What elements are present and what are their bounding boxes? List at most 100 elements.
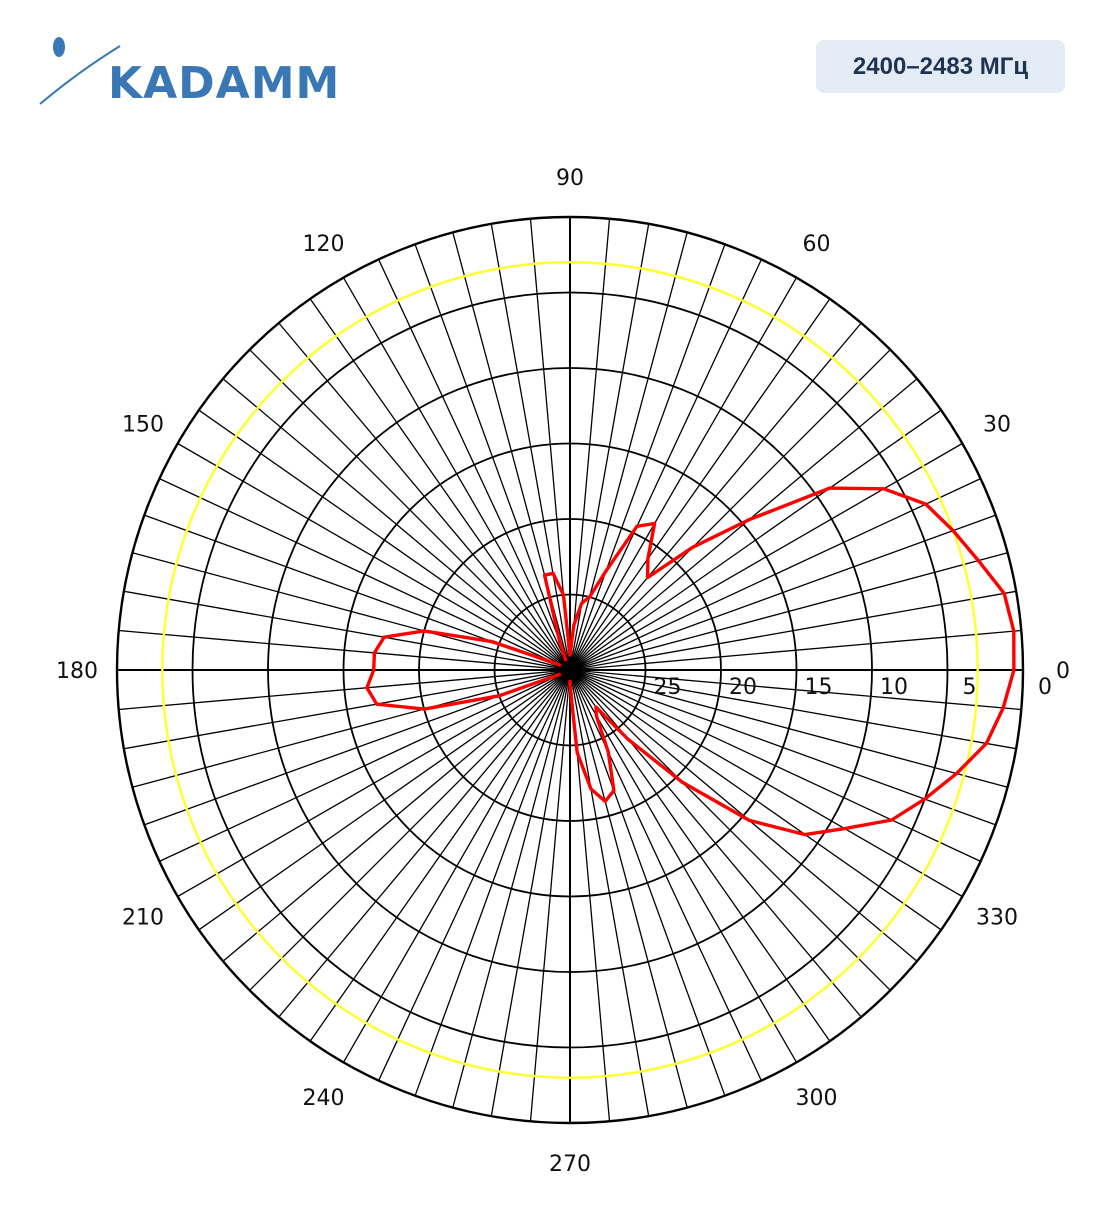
pattern-point-355 — [1001, 706, 1005, 710]
spoke-50 — [569, 322, 862, 671]
pattern-point-275 — [575, 751, 579, 755]
spoke-215 — [198, 669, 571, 931]
spoke-125 — [309, 298, 571, 671]
pattern-point-180 — [372, 668, 376, 672]
angle-label-180: 180 — [56, 659, 98, 684]
pattern-point-110 — [558, 640, 562, 644]
pattern-point-200 — [497, 694, 501, 698]
center-hub-group — [560, 660, 580, 680]
pattern-point-20 — [951, 529, 955, 533]
angle-label-120: 120 — [303, 232, 345, 257]
spoke-240 — [342, 669, 571, 1063]
spoke-335 — [569, 669, 981, 862]
radial-label-15: 15 — [805, 675, 833, 700]
angle-label-30: 30 — [983, 413, 1011, 438]
angle-label-150: 150 — [122, 413, 164, 438]
spoke-235 — [309, 669, 571, 1042]
spoke-150 — [177, 442, 571, 671]
radial-label-20: 20 — [729, 675, 757, 700]
spoke-295 — [569, 669, 762, 1081]
angle-label-300: 300 — [796, 1086, 838, 1111]
spoke-340 — [569, 669, 996, 826]
logo-dot — [53, 37, 65, 57]
spoke-260 — [490, 669, 571, 1117]
pattern-point-60 — [653, 521, 657, 526]
pattern-point-300 — [594, 714, 599, 718]
pattern-point-15 — [976, 559, 981, 563]
spoke-205 — [159, 669, 571, 862]
pattern-point-315 — [680, 780, 684, 784]
spoke-165 — [132, 552, 571, 671]
spoke-80 — [569, 223, 650, 671]
center-hub — [560, 660, 580, 680]
pattern-point-310 — [626, 737, 630, 742]
pattern-point-65 — [635, 524, 639, 528]
spoke-20 — [569, 514, 996, 671]
spoke-120 — [342, 277, 571, 671]
spoke-250 — [414, 669, 571, 1096]
spoke-330 — [569, 669, 963, 898]
spoke-30 — [569, 442, 963, 671]
spoke-15 — [569, 552, 1008, 671]
spoke-210 — [177, 669, 571, 898]
pattern-point-55 — [646, 557, 650, 561]
pattern-point-80 — [580, 601, 584, 605]
reference-ring — [161, 261, 979, 1079]
logo-swoosh — [39, 45, 121, 105]
spoke-140 — [222, 378, 571, 671]
pattern-point-75 — [587, 595, 592, 599]
pattern-point-105 — [543, 573, 547, 577]
pattern-point-195 — [422, 707, 426, 711]
radial-labels: 0 5 10 15 20 25 — [654, 675, 1053, 700]
pattern-point-40 — [747, 518, 751, 522]
spoke-290 — [569, 669, 726, 1096]
angle-label-330: 330 — [976, 906, 1018, 931]
pattern-point-45 — [691, 545, 695, 549]
pattern-point-320 — [747, 818, 751, 823]
pattern-point-30 — [882, 487, 886, 491]
logo-mark-icon — [39, 37, 121, 105]
pattern-point-190 — [375, 702, 379, 706]
spoke-305 — [569, 669, 831, 1042]
pattern-point-345 — [954, 772, 959, 776]
pattern-point-10 — [1002, 591, 1006, 596]
pattern-point-0 — [1012, 668, 1016, 672]
pattern-point-185 — [365, 686, 369, 690]
spoke-130 — [278, 322, 571, 671]
spoke-55 — [569, 298, 831, 671]
spoke-355 — [569, 669, 1022, 711]
pattern-trace-group — [365, 486, 1016, 837]
pattern-point-285 — [603, 799, 607, 803]
radial-label-25: 25 — [654, 675, 682, 700]
radial-label-10: 10 — [880, 675, 908, 700]
radial-label-5: 5 — [963, 675, 977, 700]
angle-label-60: 60 — [803, 232, 831, 257]
brand-logo: KADAMM — [38, 32, 339, 112]
spoke-75 — [569, 232, 688, 671]
spoke-115 — [378, 259, 571, 671]
spoke-185 — [118, 669, 571, 711]
spoke-135 — [249, 349, 571, 671]
spoke-190 — [123, 669, 571, 750]
frequency-band-badge: 2400–2483 МГц — [816, 40, 1065, 93]
spoke-220 — [222, 669, 571, 962]
spoke-110 — [414, 244, 571, 671]
spoke-100 — [490, 223, 571, 671]
spoke-315 — [569, 669, 891, 991]
spoke-195 — [132, 669, 571, 788]
pattern-point-350 — [984, 741, 989, 746]
spoke-145 — [198, 409, 571, 671]
spoke-255 — [452, 669, 571, 1108]
pattern-point-165 — [422, 629, 426, 633]
spoke-245 — [378, 669, 571, 1081]
spoke-325 — [569, 669, 942, 931]
pattern-point-290 — [612, 789, 616, 793]
spoke-70 — [569, 244, 726, 671]
spoke-230 — [278, 669, 571, 1018]
spoke-25 — [569, 478, 981, 671]
angle-label-240: 240 — [303, 1086, 345, 1111]
angle-label-90: 90 — [556, 166, 584, 191]
spoke-35 — [569, 409, 942, 671]
spoke-170 — [123, 590, 571, 671]
